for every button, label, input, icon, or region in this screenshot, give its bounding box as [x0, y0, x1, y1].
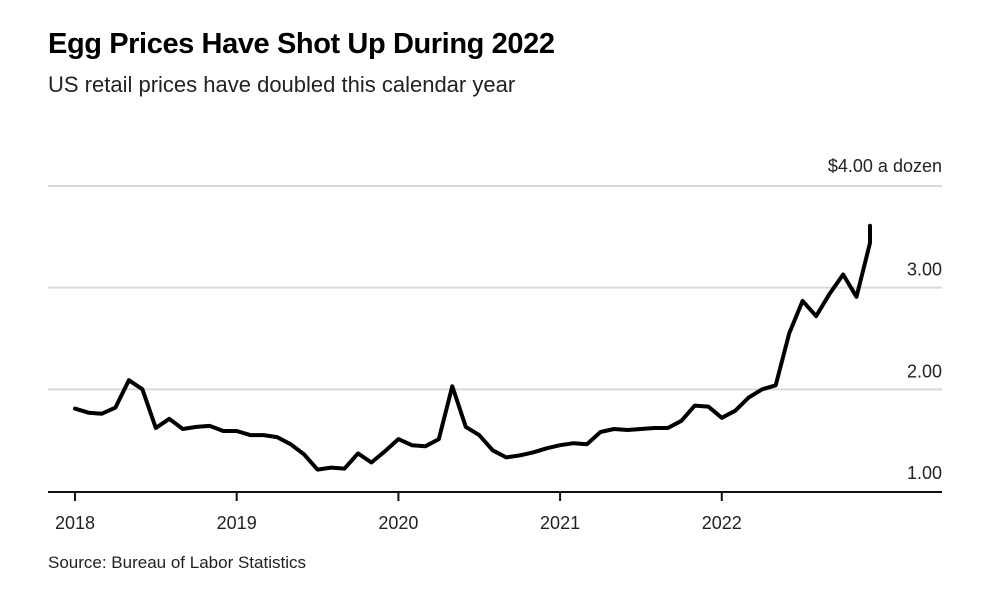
x-tick-label: 2020 [378, 513, 418, 533]
x-tick-label: 2021 [540, 513, 580, 533]
x-tick-label: 2022 [702, 513, 742, 533]
series-line-egg-price [73, 223, 872, 472]
y-tick-label: 3.00 [907, 260, 942, 280]
y-tick-label: 2.00 [907, 361, 942, 381]
x-tick-label: 2018 [55, 513, 95, 533]
y-tick-label: 1.00 [907, 463, 942, 483]
y-tick-label: $4.00 a dozen [828, 156, 942, 176]
chart-source: Source: Bureau of Labor Statistics [48, 553, 306, 572]
x-tick-label: 2019 [217, 513, 257, 533]
chart-subtitle: US retail prices have doubled this calen… [48, 72, 516, 97]
chart-title: Egg Prices Have Shot Up During 2022 [48, 28, 555, 60]
